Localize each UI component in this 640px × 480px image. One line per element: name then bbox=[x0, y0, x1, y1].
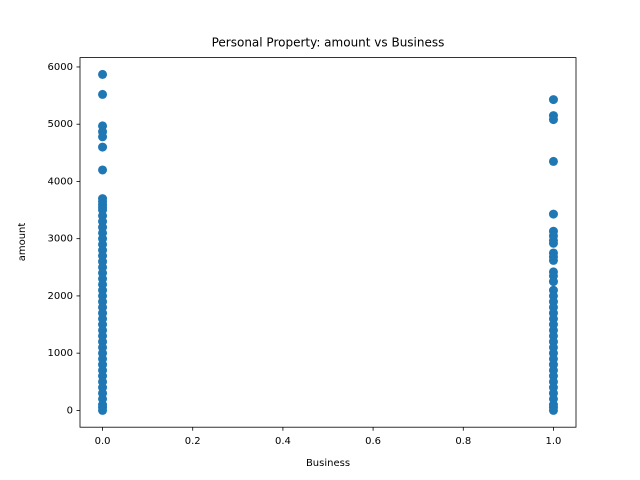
point bbox=[98, 165, 108, 175]
point bbox=[548, 115, 558, 125]
point bbox=[548, 238, 558, 248]
chart-title: Personal Property: amount vs Business bbox=[212, 36, 445, 50]
axes-frame bbox=[79, 57, 577, 428]
y-tick-label: 1000 bbox=[48, 348, 73, 359]
point bbox=[98, 132, 108, 142]
y-tick-label: 3000 bbox=[48, 234, 73, 245]
y-tick-label: 5000 bbox=[48, 119, 73, 130]
point bbox=[548, 255, 558, 265]
x-axis-label: Business bbox=[306, 458, 350, 469]
point bbox=[98, 405, 108, 415]
x-tick-label: 1.0 bbox=[546, 436, 562, 447]
point bbox=[548, 95, 558, 105]
x-tick-label: 0.6 bbox=[365, 436, 381, 447]
point bbox=[548, 405, 558, 415]
point bbox=[98, 89, 108, 99]
y-tick-label: 4000 bbox=[48, 176, 73, 187]
point bbox=[98, 142, 108, 152]
y-tick-label: 0 bbox=[67, 405, 73, 416]
x-tick-label: 0.0 bbox=[95, 436, 111, 447]
x-tick-label: 0.8 bbox=[455, 436, 471, 447]
point bbox=[548, 277, 558, 287]
y-tick-label: 2000 bbox=[48, 291, 73, 302]
point bbox=[548, 156, 558, 166]
point bbox=[98, 69, 108, 79]
x-tick-label: 0.2 bbox=[185, 436, 201, 447]
y-tick-label: 6000 bbox=[48, 62, 73, 73]
x-tick-label: 0.4 bbox=[275, 436, 291, 447]
point bbox=[548, 209, 558, 219]
y-axis-label: amount bbox=[17, 223, 28, 262]
